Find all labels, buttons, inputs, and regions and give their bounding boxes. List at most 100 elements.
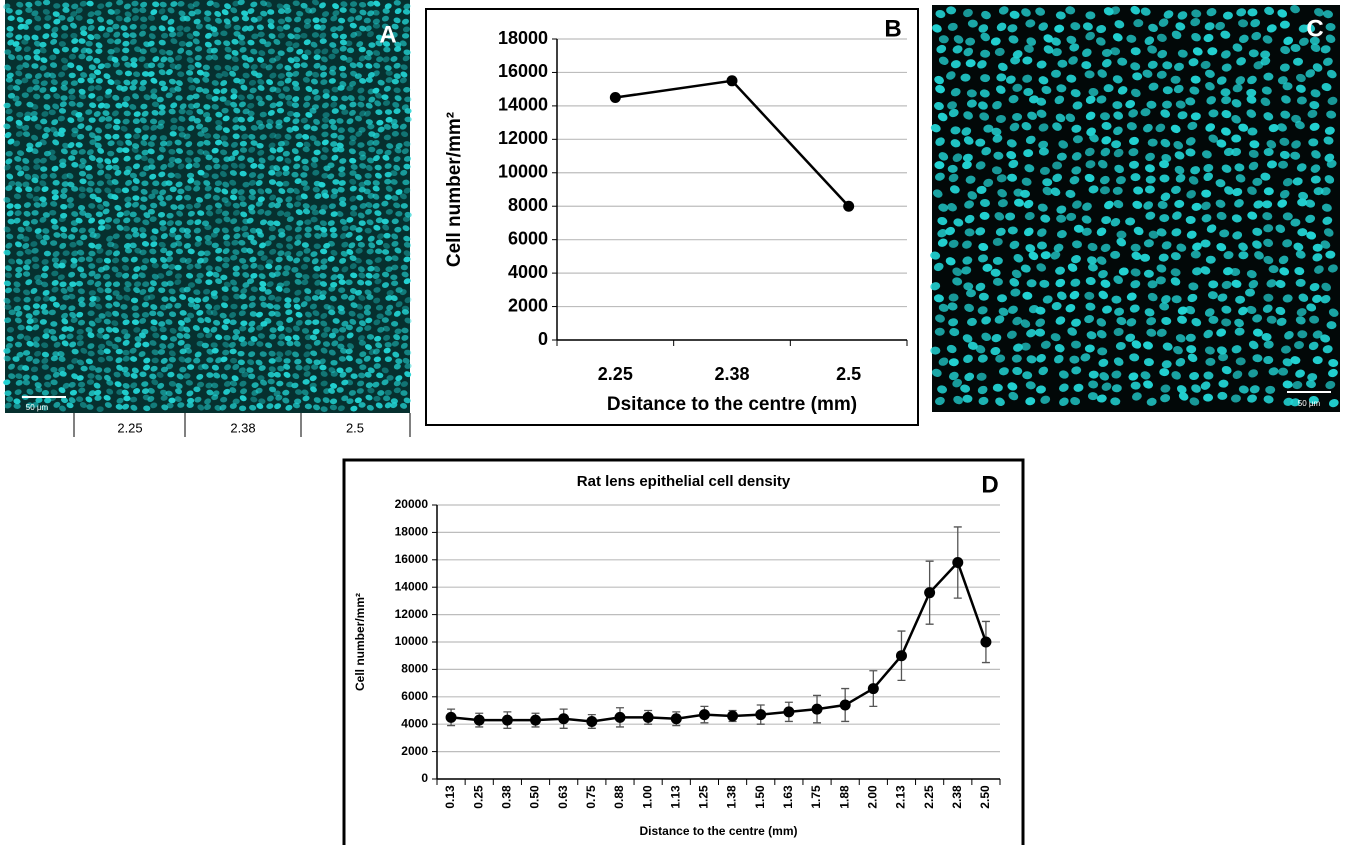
nucleus — [277, 108, 284, 114]
scale-bar-label: 50 µm — [1298, 399, 1321, 408]
nucleus — [220, 275, 227, 281]
data-point — [840, 700, 851, 711]
nucleus — [382, 219, 389, 225]
data-point — [727, 75, 738, 86]
nucleus — [1247, 128, 1257, 136]
y-tick-label: 8000 — [401, 662, 428, 676]
nucleus — [404, 117, 411, 123]
nucleus — [312, 32, 319, 38]
x-tick-label: 0.13 — [443, 785, 457, 809]
panel-label: B — [884, 15, 901, 42]
x-tick-label: 0.38 — [500, 785, 514, 809]
nucleus — [204, 224, 211, 230]
data-point — [980, 637, 991, 648]
y-tick-label: 0 — [538, 329, 548, 349]
nucleus — [330, 360, 337, 366]
nucleus — [50, 321, 57, 327]
nucleus — [212, 243, 219, 249]
x-tick-label: 2.25 — [922, 785, 936, 809]
x-tick-label: 2.13 — [894, 785, 908, 809]
data-point — [558, 713, 569, 724]
x-tick-label: 1.13 — [668, 785, 682, 809]
nucleus — [194, 9, 201, 15]
x-tick-label: 2.38 — [714, 364, 749, 384]
y-tick-label: 14000 — [395, 579, 429, 593]
scale-bar-label: 50 µm — [26, 403, 49, 412]
x-tick-label: 1.88 — [837, 785, 851, 809]
column-label: 2.5 — [346, 420, 364, 435]
y-tick-label: 18000 — [498, 28, 548, 48]
nucleus — [160, 135, 167, 141]
x-tick-label: 0.88 — [612, 785, 626, 809]
y-tick-label: 6000 — [508, 228, 548, 248]
x-tick-label: 2.50 — [978, 785, 992, 809]
data-point — [586, 716, 597, 727]
y-tick-label: 18000 — [395, 525, 429, 539]
y-axis-label: Cell number/mm² — [353, 593, 367, 691]
data-point — [812, 704, 823, 715]
y-tick-label: 4000 — [508, 262, 548, 282]
y-tick-label: 0 — [421, 771, 428, 785]
nucleus — [339, 66, 346, 72]
x-tick-label: 0.75 — [584, 785, 598, 809]
nucleus — [402, 33, 409, 39]
data-point — [699, 709, 710, 720]
x-tick-label: 2.38 — [950, 785, 964, 809]
panel-label: A — [379, 21, 396, 48]
data-point — [868, 683, 879, 694]
nucleus — [1278, 368, 1288, 376]
nucleus — [4, 304, 11, 310]
data-point — [474, 715, 485, 726]
nucleus — [142, 312, 149, 318]
nucleus — [22, 92, 29, 98]
nucleus — [132, 195, 139, 201]
y-tick-label: 10000 — [498, 162, 548, 182]
nucleus — [142, 258, 149, 264]
data-point — [610, 92, 621, 103]
x-tick-label: 1.50 — [753, 785, 767, 809]
data-point — [671, 713, 682, 724]
x-tick-label: 1.00 — [640, 785, 654, 809]
nucleus — [1283, 212, 1293, 220]
nucleus — [373, 396, 380, 402]
nucleus — [60, 95, 67, 101]
nucleus — [391, 321, 398, 327]
chart-title: Rat lens epithelial cell density — [577, 473, 791, 490]
nucleus — [8, 15, 15, 21]
y-tick-label: 2000 — [508, 295, 548, 315]
y-tick-label: 12000 — [395, 607, 429, 621]
x-tick-label: 2.5 — [836, 364, 861, 384]
y-tick-label: 6000 — [401, 689, 428, 703]
data-point — [643, 712, 654, 723]
y-tick-label: 12000 — [498, 128, 548, 148]
nucleus — [205, 279, 212, 285]
nucleus — [382, 317, 389, 323]
x-tick-label: 2.25 — [598, 364, 633, 384]
x-tick-label: 1.75 — [809, 785, 823, 809]
x-axis-label: Dsitance to the centre (mm) — [607, 394, 857, 415]
data-point — [727, 710, 738, 721]
y-tick-label: 14000 — [498, 95, 548, 115]
nucleus — [131, 186, 138, 192]
nucleus — [1262, 200, 1272, 208]
nucleus — [113, 47, 120, 53]
x-tick-label: 1.63 — [781, 785, 795, 809]
nucleus — [168, 172, 175, 178]
nucleus — [295, 272, 302, 278]
data-point — [530, 715, 541, 726]
nucleus — [107, 38, 114, 44]
nucleus — [230, 304, 237, 310]
nucleus — [221, 108, 228, 114]
data-point — [952, 557, 963, 568]
data-point — [755, 709, 766, 720]
y-axis-label: Cell number/mm² — [444, 112, 465, 267]
x-tick-label: 0.63 — [556, 785, 570, 809]
nucleus — [95, 48, 102, 54]
data-point — [896, 650, 907, 661]
nucleus — [160, 327, 167, 333]
y-tick-label: 16000 — [498, 61, 548, 81]
nucleus — [1131, 382, 1141, 390]
data-point — [502, 715, 513, 726]
column-label: 2.38 — [230, 420, 255, 435]
data-point — [924, 587, 935, 598]
